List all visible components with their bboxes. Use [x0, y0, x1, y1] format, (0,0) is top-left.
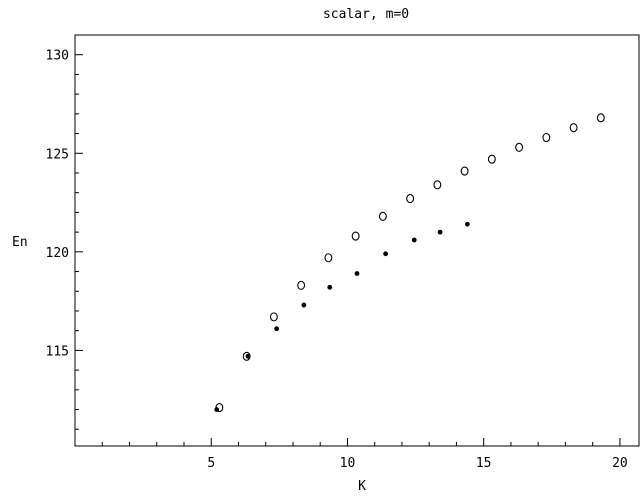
filled-dot-point [245, 353, 251, 359]
x-axis-tick-labels: 5 10 15 20 [207, 456, 627, 471]
open-circle-point [378, 211, 387, 221]
open-circle-point [542, 132, 551, 143]
y-tick-label: 115 [46, 344, 69, 359]
plot-frame [74, 34, 640, 447]
open-circle-point [269, 312, 278, 322]
filled-dot-point [274, 326, 280, 332]
open-circle-point [487, 154, 496, 164]
x-tick-label: 15 [476, 456, 492, 471]
open-circle-point [406, 194, 415, 204]
y-tick-label: 120 [46, 246, 69, 261]
x-tick-label: 5 [207, 456, 215, 471]
filled-dot-point [327, 284, 333, 290]
y-axis-label: En [12, 235, 28, 250]
x-axis-ticks [74, 438, 621, 446]
filled-dot-point [411, 237, 417, 243]
open-circle-point [515, 142, 524, 152]
data-points [214, 113, 605, 413]
y-tick-label: 130 [46, 49, 69, 64]
open-circle-point [460, 166, 469, 176]
x-tick-label: 10 [340, 456, 356, 471]
open-circle-point [596, 113, 605, 123]
chart-title: scalar, m=0 [323, 7, 409, 22]
filled-dot-point [383, 251, 389, 257]
x-axis-label: K [358, 479, 366, 494]
x-tick-label: 20 [612, 456, 628, 471]
y-axis-tick-labels: 115 120 125 130 [46, 49, 69, 360]
open-circle-point [433, 180, 442, 190]
open-circle-point [324, 253, 333, 263]
filled-dot-point [437, 229, 443, 235]
open-circle-point [351, 231, 360, 241]
filled-dot-point [301, 302, 307, 308]
y-tick-label: 125 [46, 147, 69, 162]
open-circle-point [297, 280, 306, 290]
y-axis-ticks [75, 34, 83, 430]
filled-dot-point [354, 271, 360, 276]
filled-dot-point [464, 221, 470, 227]
open-circle-point [569, 123, 578, 133]
filled-dot-point [214, 407, 220, 412]
